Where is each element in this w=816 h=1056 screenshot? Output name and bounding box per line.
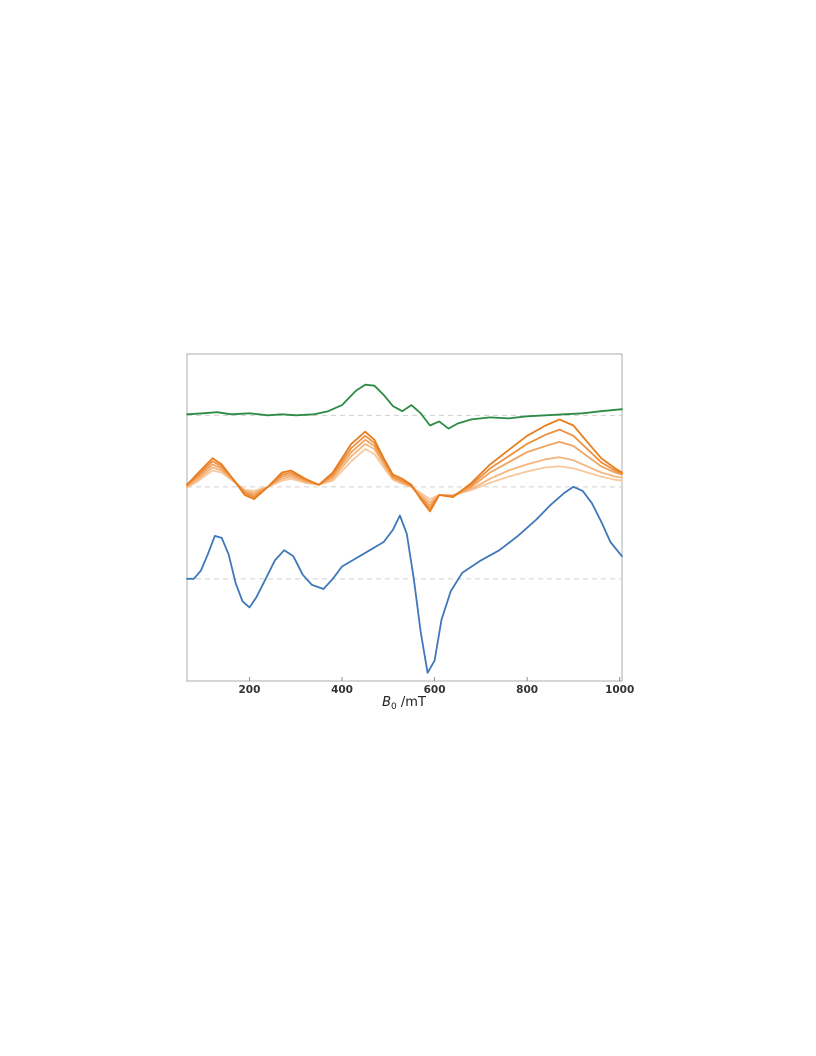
x-tick-label-600: 600 <box>424 684 446 696</box>
x-tick-label-1000: 1000 <box>605 684 634 696</box>
plot-frame <box>186 353 623 682</box>
x-axis-label: B0 /mT <box>382 695 426 712</box>
x-tick-label-800: 800 <box>516 684 538 696</box>
x-axis-label-unit: /mT <box>397 695 426 710</box>
x-axis-label-subscript: 0 <box>391 702 397 712</box>
x-tick-label-200: 200 <box>239 684 261 696</box>
series-line-5 <box>186 448 623 500</box>
series-group <box>186 383 623 674</box>
series-line-4 <box>186 443 623 504</box>
series-line-6 <box>186 485 623 674</box>
series-line-1 <box>186 418 623 513</box>
series-line-3 <box>186 438 623 507</box>
series-line-0 <box>186 383 623 430</box>
x-axis-ticks: 200 400 600 800 1000 <box>239 677 634 696</box>
series-line-2 <box>186 428 623 510</box>
x-axis-label-symbol: B <box>382 695 391 710</box>
x-tick-label-400: 400 <box>331 684 353 696</box>
